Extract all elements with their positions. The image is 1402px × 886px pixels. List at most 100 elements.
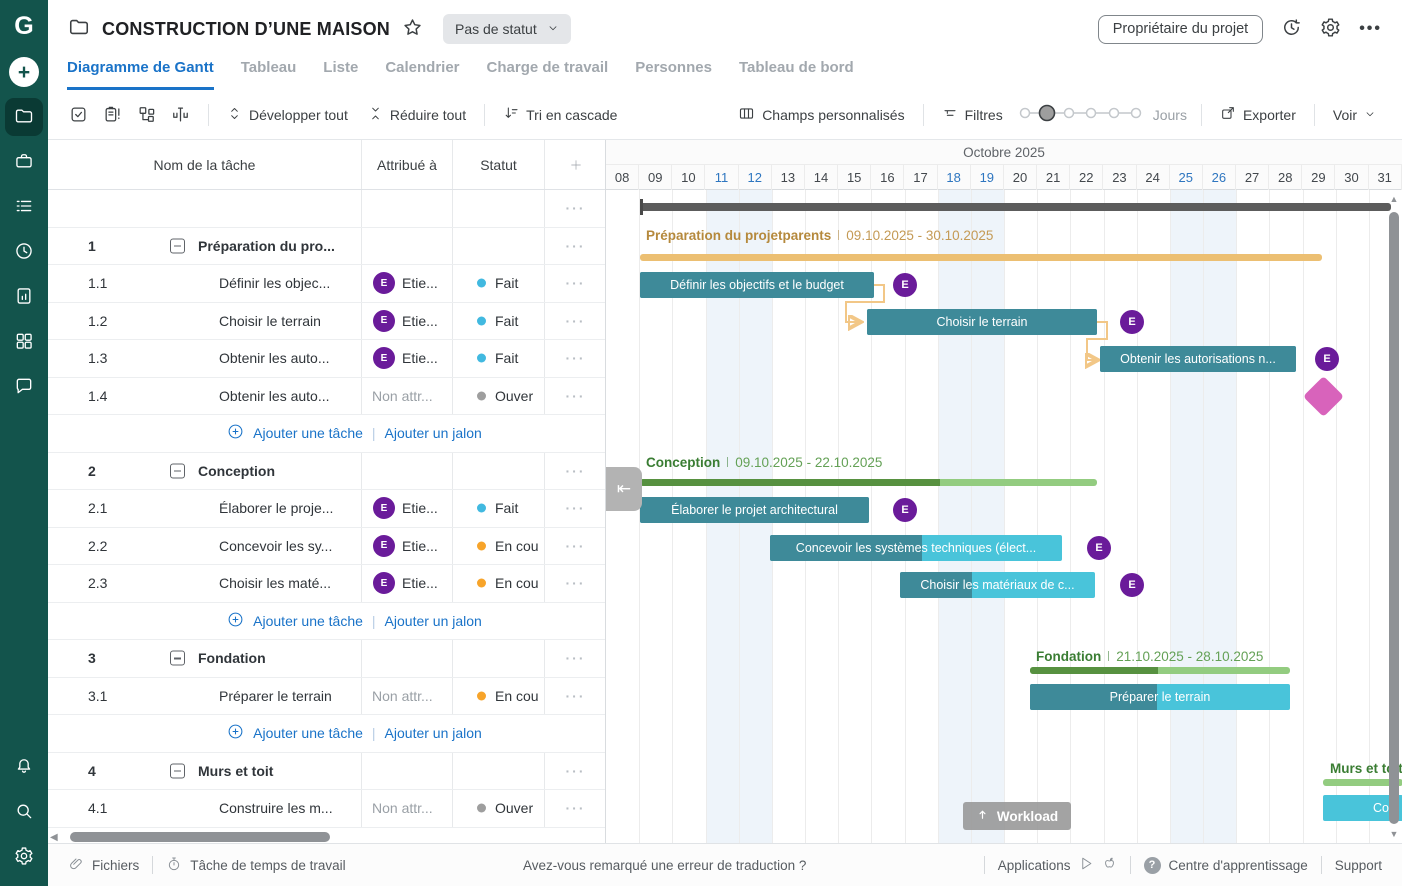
status-cell[interactable]: Fait — [452, 302, 544, 339]
task-name-cell[interactable]: 1.3 Obtenir les auto... — [48, 340, 361, 377]
sidebar-item-time-log[interactable] — [5, 233, 43, 271]
row-actions-button[interactable]: ··· — [544, 790, 605, 827]
hierarchy-button[interactable] — [132, 101, 160, 129]
task-bar-choisir-les-materiaux-de-c[interactable]: Choisir les matériaux de c... — [900, 572, 1095, 598]
add-column-button[interactable] — [544, 140, 605, 189]
assignee-cell[interactable]: Non attr... — [361, 790, 452, 827]
status-cell[interactable]: Ouver — [452, 377, 544, 414]
notifications-button[interactable] — [5, 748, 43, 786]
assignee-cell[interactable]: E Etie... — [361, 490, 452, 527]
task-name-cell[interactable]: 1.1 Définir les objec... — [48, 265, 361, 302]
assignee-cell[interactable]: E Etie... — [361, 565, 452, 602]
task-bar-definir-les-objectifs-et-le-budget[interactable]: Définir les objectifs et le budget — [640, 272, 874, 298]
sidebar-item-portfolio[interactable] — [5, 143, 43, 181]
time-task-button[interactable]: Tâche de temps de travail — [166, 856, 346, 875]
assignee-cell[interactable]: E Etie... — [361, 527, 452, 564]
sidebar-item-tasks[interactable] — [5, 188, 43, 226]
add-milestone-link[interactable]: Ajouter un jalon — [384, 612, 482, 629]
bulk-select-button[interactable] — [64, 101, 92, 129]
collapse-toggle-icon[interactable] — [170, 238, 185, 254]
task-name-cell[interactable]: 4.1 Construire les m... — [48, 790, 361, 827]
zoom-slider[interactable] — [1019, 104, 1143, 125]
sidebar-item-projects[interactable] — [5, 98, 43, 136]
translation-feedback-link[interactable]: Avez-vous remarqué une erreur de traduct… — [522, 857, 807, 873]
vertical-scrollbar[interactable]: ▲ ▼ — [1388, 192, 1400, 839]
section-bar-preparation-du-projetparents[interactable] — [640, 254, 1322, 261]
task-bar-concevoir-les-systemes-techniques-elect[interactable]: Concevoir les systèmes techniques (élect… — [770, 535, 1062, 561]
support-link[interactable]: Support — [1334, 857, 1383, 873]
row-actions-button[interactable]: ··· — [544, 490, 605, 527]
create-new-button[interactable]: + — [5, 53, 43, 91]
add-task-link[interactable]: Ajouter une tâche — [253, 425, 363, 442]
project-summary-bar[interactable] — [640, 203, 1391, 211]
collapse-toggle-icon[interactable] — [170, 463, 185, 479]
row-actions-button[interactable]: ··· — [544, 752, 605, 789]
status-cell[interactable]: Fait — [452, 265, 544, 302]
assignee-cell[interactable]: E Etie... — [361, 302, 452, 339]
collapse-table-handle[interactable]: ⇤ — [606, 467, 642, 511]
applications-link[interactable]: Applications — [998, 856, 1117, 874]
favorite-star-button[interactable] — [402, 17, 423, 41]
more-options-button[interactable]: ••• — [1359, 20, 1382, 37]
project-settings-button[interactable] — [1320, 17, 1341, 41]
filters-button[interactable]: Filtres — [942, 105, 1003, 124]
task-bar-choisir-le-terrain[interactable]: Choisir le terrain — [867, 309, 1097, 335]
task-name-cell[interactable]: 2 Conception — [48, 453, 361, 490]
tab-charge-de-travail[interactable]: Charge de travail — [486, 59, 609, 76]
add-milestone-link[interactable]: Ajouter un jalon — [384, 425, 482, 442]
status-cell[interactable]: Fait — [452, 340, 544, 377]
expand-all-button[interactable]: Développer tout — [227, 106, 348, 124]
column-header-status[interactable]: Statut — [452, 140, 544, 189]
row-actions-button[interactable]: ··· — [544, 190, 605, 227]
task-bar-elaborer-le-projet-architectural[interactable]: Élaborer le projet architectural — [640, 497, 869, 523]
custom-fields-button[interactable]: Champs personnalisés — [738, 105, 905, 125]
view-dropdown[interactable]: Voir — [1333, 107, 1376, 123]
task-name-cell[interactable]: 4 Murs et toit — [48, 753, 361, 790]
files-button[interactable]: Fichiers — [68, 856, 139, 875]
tab-tableau-de-bord[interactable]: Tableau de bord — [738, 59, 854, 76]
project-status-dropdown[interactable]: Pas de statut — [443, 14, 571, 44]
task-name-cell[interactable]: 1.4 Obtenir les auto... — [48, 378, 361, 415]
collapse-toggle-icon[interactable] — [170, 763, 185, 779]
workload-button[interactable]: Workload — [963, 802, 1071, 830]
tab-calendrier[interactable]: Calendrier — [385, 59, 460, 76]
task-bar-preparer-le-terrain[interactable]: Préparer le terrain — [1030, 684, 1290, 710]
tab-personnes[interactable]: Personnes — [635, 59, 712, 76]
history-button[interactable] — [1281, 17, 1302, 41]
status-cell[interactable]: En cou — [452, 677, 544, 714]
row-actions-button[interactable]: ··· — [544, 677, 605, 714]
task-bar-construire-les-m[interactable]: Co — [1323, 795, 1402, 821]
sidebar-item-integrations[interactable] — [5, 323, 43, 361]
task-name-cell[interactable]: 2.3 Choisir les maté... — [48, 565, 361, 602]
task-name-cell[interactable]: 3 Fondation — [48, 640, 361, 677]
horizontal-scrollbar[interactable]: ◀ — [48, 831, 605, 843]
status-cell[interactable]: En cou — [452, 565, 544, 602]
horizontal-scroll-thumb[interactable] — [70, 832, 330, 842]
column-header-assignee[interactable]: Attribué à — [361, 140, 452, 189]
row-actions-button[interactable]: ··· — [544, 640, 605, 677]
task-name-cell[interactable]: 1 Préparation du pro... — [48, 228, 361, 265]
sidebar-item-chat[interactable] — [5, 368, 43, 406]
status-cell[interactable]: Ouver — [452, 790, 544, 827]
milestone-diamond[interactable] — [1302, 375, 1344, 417]
sidebar-item-reports[interactable] — [5, 278, 43, 316]
learning-center-link[interactable]: ? Centre d'apprentissage — [1143, 856, 1308, 874]
tab-diagramme-de-gantt[interactable]: Diagramme de Gantt — [67, 58, 214, 90]
row-actions-button[interactable]: ··· — [544, 340, 605, 377]
project-owner-button[interactable]: Propriétaire du projet — [1097, 14, 1264, 44]
row-actions-button[interactable]: ··· — [544, 265, 605, 302]
task-bar-obtenir-les-autorisations-n[interactable]: Obtenir les autorisations n... — [1100, 346, 1296, 372]
add-task-link[interactable]: Ajouter une tâche — [253, 725, 363, 742]
assignee-cell[interactable]: Non attr... — [361, 677, 452, 714]
overdue-tasks-button[interactable] — [98, 101, 126, 129]
collapse-all-button[interactable]: Réduire tout — [368, 106, 466, 124]
collapse-toggle-icon[interactable] — [170, 650, 185, 666]
row-actions-button[interactable]: ··· — [544, 565, 605, 602]
tab-liste[interactable]: Liste — [323, 59, 359, 76]
row-actions-button[interactable]: ··· — [544, 377, 605, 414]
column-header-name[interactable]: Nom de la tâche — [153, 156, 256, 173]
section-bar-conception[interactable] — [640, 479, 1097, 486]
baseline-button[interactable] — [166, 101, 194, 129]
row-actions-button[interactable]: ··· — [544, 227, 605, 264]
tab-tableau[interactable]: Tableau — [240, 59, 297, 76]
